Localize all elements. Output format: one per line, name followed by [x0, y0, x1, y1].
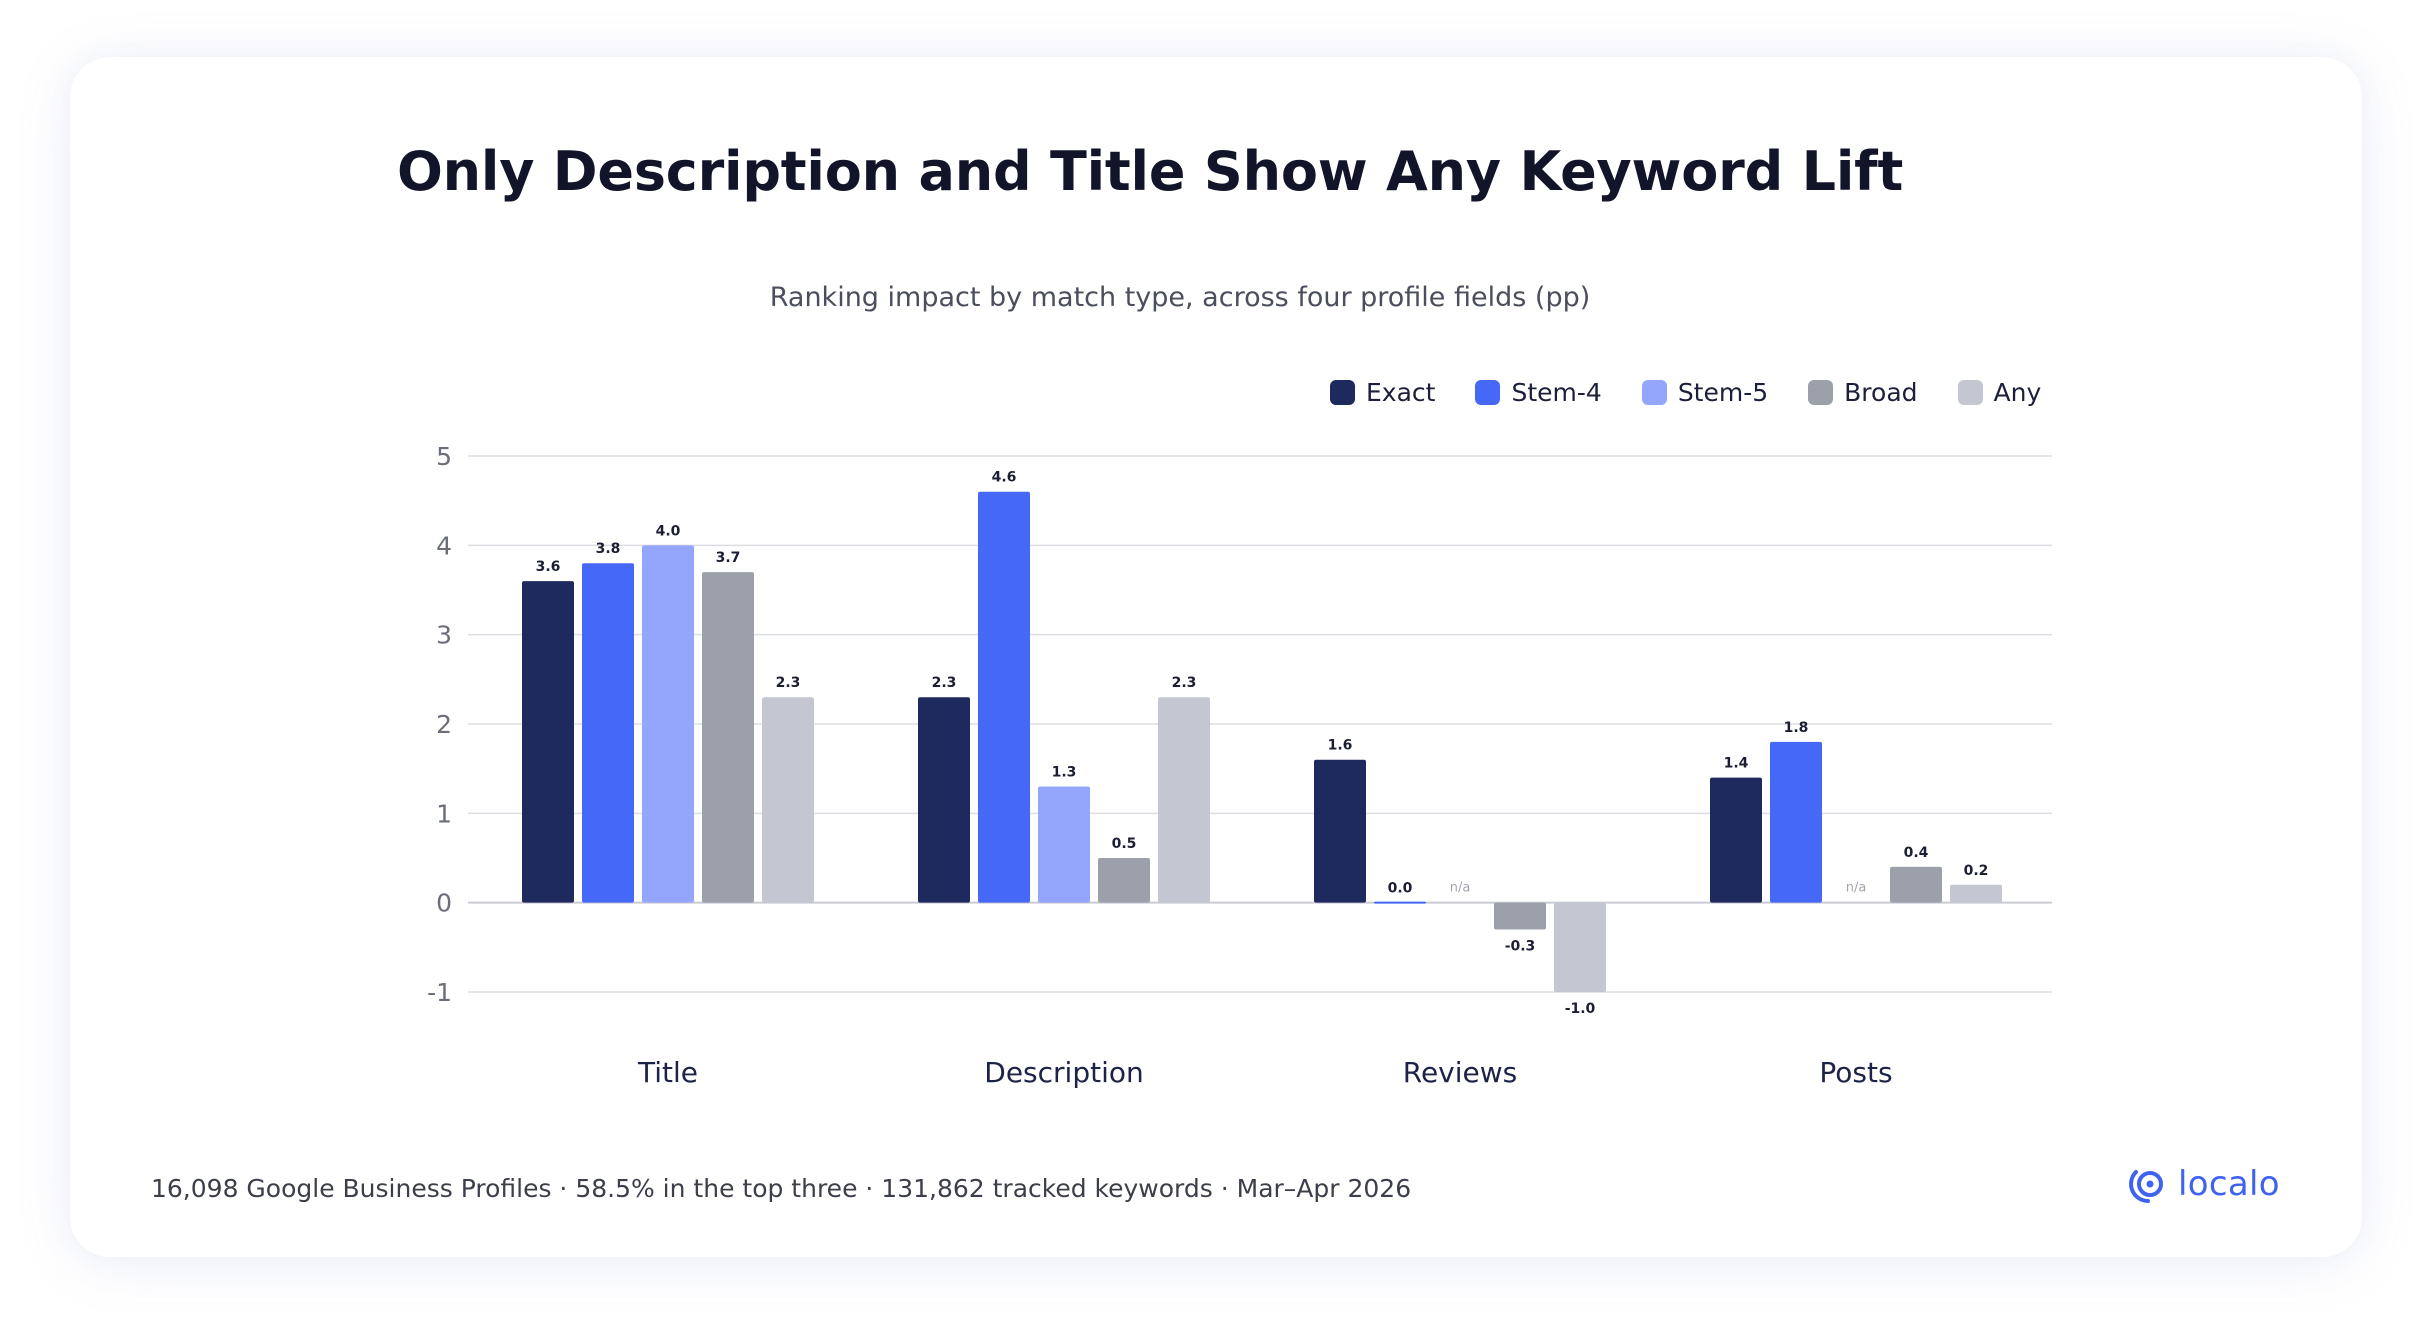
- category-label: Description: [984, 1056, 1143, 1089]
- data-label: 1.6: [1328, 738, 1353, 754]
- data-label: 3.7: [716, 550, 741, 566]
- data-label: 4.0: [656, 523, 681, 539]
- footer-note: 16,098 Google Business Profiles · 58.5% …: [151, 1174, 1412, 1203]
- data-label: -0.3: [1505, 938, 1536, 954]
- brand-logo: localo: [2128, 1164, 2280, 1204]
- legend-item-stem-4: Stem-4: [1475, 377, 1602, 407]
- data-label: 0.5: [1112, 836, 1137, 852]
- bar: [702, 572, 754, 903]
- data-label: 1.8: [1784, 720, 1809, 736]
- legend-label-exact: Exact: [1366, 377, 1436, 407]
- legend-swatch-broad: [1808, 379, 1834, 405]
- legend-swatch-stem-5: [1641, 379, 1667, 405]
- y-tick-label: 4: [436, 531, 452, 560]
- data-label: 2.3: [776, 675, 801, 691]
- legend-label-broad: Broad: [1844, 377, 1918, 407]
- legend-swatch-any: [1957, 379, 1983, 405]
- legend-swatch-exact: [1330, 379, 1355, 405]
- chart-legend: Exact Stem-4 Stem-5 Broad Any: [1330, 375, 2041, 409]
- legend-item-any: Any: [1957, 377, 2042, 407]
- location-pin-icon: [2129, 1170, 2163, 1203]
- data-label: 4.6: [992, 470, 1017, 486]
- bar: [1038, 786, 1090, 903]
- chart-subtitle: Ranking impact by match type, across fou…: [769, 282, 1591, 313]
- bar: [1374, 901, 1426, 904]
- data-label-na: n/a: [1846, 881, 1867, 896]
- data-label: 1.4: [1724, 756, 1749, 772]
- brand-name: localo: [2178, 1164, 2280, 1204]
- bar: [1554, 902, 1606, 992]
- chart-card: [70, 57, 2362, 1257]
- y-tick-label: 5: [436, 442, 452, 471]
- bar: [642, 545, 694, 903]
- y-tick-label: 3: [436, 621, 452, 650]
- data-label: -1.0: [1565, 1001, 1596, 1017]
- bar: [582, 563, 634, 903]
- legend-item-stem-5: Stem-5: [1641, 377, 1769, 407]
- data-label: 2.3: [932, 675, 957, 691]
- data-label: 1.3: [1052, 765, 1077, 781]
- chart-title: Only Description and Title Show Any Keyw…: [396, 140, 1904, 203]
- data-label: 2.3: [1172, 675, 1197, 691]
- legend-label-stem-5: Stem-5: [1677, 377, 1769, 407]
- y-tick-label: 2: [436, 710, 452, 739]
- bar: [1314, 759, 1366, 903]
- legend-item-exact: Exact: [1330, 378, 1435, 407]
- legend-item-broad: Broad: [1808, 377, 1918, 407]
- category-label: Reviews: [1403, 1056, 1518, 1089]
- bar: [522, 581, 574, 903]
- data-label: 0.2: [1964, 863, 1989, 879]
- y-tick-label: 0: [436, 889, 452, 918]
- legend-label-stem-4: Stem-4: [1511, 377, 1602, 407]
- bar: [978, 491, 1030, 903]
- legend-swatch-stem-4: [1475, 379, 1501, 405]
- legend-label-any: Any: [1993, 377, 2042, 407]
- bar: [1710, 777, 1762, 903]
- category-label: Title: [637, 1056, 698, 1089]
- bar: [762, 697, 814, 903]
- data-label: 3.8: [596, 541, 621, 557]
- data-label-na: n/a: [1450, 881, 1471, 896]
- bar: [1158, 697, 1210, 903]
- bar: [1098, 858, 1150, 903]
- bar: [1494, 902, 1546, 930]
- y-tick-label: -1: [427, 978, 452, 1007]
- y-tick-label: 1: [436, 799, 452, 828]
- bar: [1950, 884, 2002, 903]
- bar: [918, 697, 970, 903]
- data-label: 0.0: [1388, 881, 1413, 897]
- data-label: 0.4: [1904, 845, 1929, 861]
- category-label: Posts: [1819, 1056, 1892, 1089]
- bar: [1890, 866, 1942, 903]
- bar: [1770, 741, 1822, 903]
- data-label: 3.6: [536, 559, 561, 575]
